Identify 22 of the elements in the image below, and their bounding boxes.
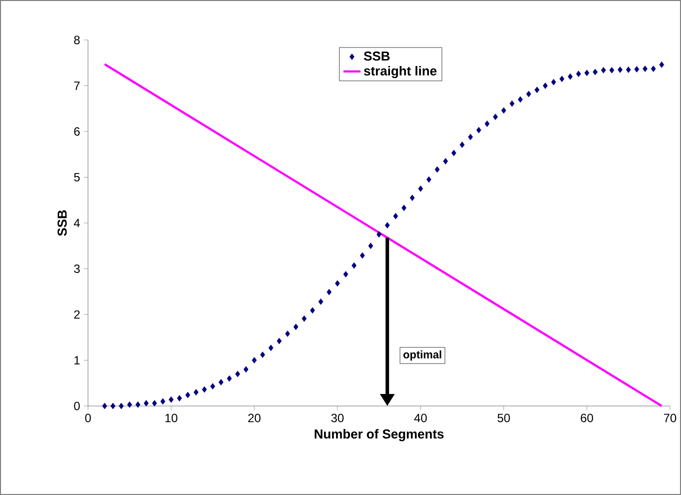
y-tick-label: 6 xyxy=(74,127,80,136)
x-tick-label: 70 xyxy=(664,414,676,422)
y-tick-label: 0 xyxy=(74,402,80,410)
legend-label: SSB xyxy=(364,51,390,61)
y-axis-title: SSB xyxy=(58,210,67,236)
x-tick-label: 0 xyxy=(85,414,91,422)
x-tick-label: 20 xyxy=(248,414,260,422)
y-tick-label: 2 xyxy=(74,310,80,319)
y-tick-label: 4 xyxy=(74,218,80,228)
y-tick-label: 8 xyxy=(74,36,80,44)
legend-label: straight line xyxy=(364,66,437,78)
annotation: optimal xyxy=(403,350,442,361)
x-tick-label: 10 xyxy=(165,414,178,422)
y-tick-label: 3 xyxy=(74,264,80,273)
y-tick-label: 7 xyxy=(74,82,80,90)
x-tick-label: 50 xyxy=(498,414,510,422)
y-tick-label: 1 xyxy=(74,356,80,364)
x-tick-label: 30 xyxy=(331,414,344,422)
x-tick-label: 60 xyxy=(580,414,594,422)
x-tick-label: 40 xyxy=(414,414,427,422)
y-tick-label: 5 xyxy=(74,173,80,182)
x-axis-title: Number of Segments xyxy=(314,429,444,442)
